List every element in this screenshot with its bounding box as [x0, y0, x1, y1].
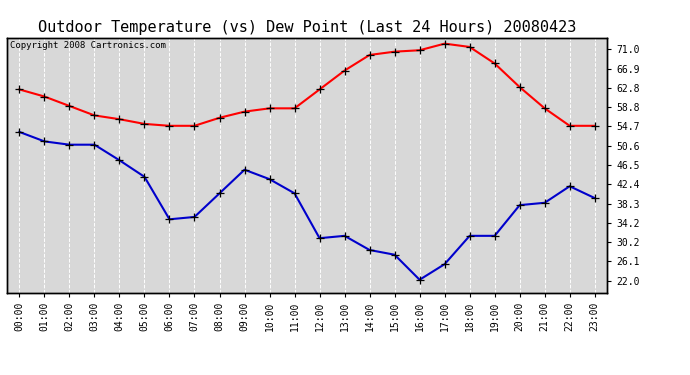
Title: Outdoor Temperature (vs) Dew Point (Last 24 Hours) 20080423: Outdoor Temperature (vs) Dew Point (Last… — [38, 20, 576, 35]
Text: Copyright 2008 Cartronics.com: Copyright 2008 Cartronics.com — [10, 41, 166, 50]
